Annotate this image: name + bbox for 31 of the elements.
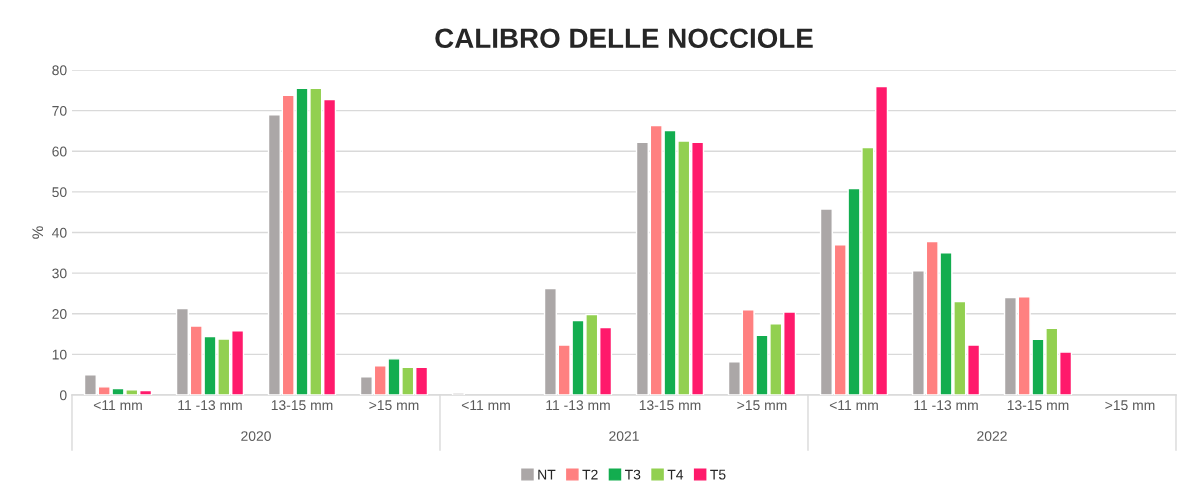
x-tick-label: 13-15 mm bbox=[639, 400, 701, 411]
y-tick-label: 60 bbox=[52, 146, 67, 157]
x-tick-label: 11 -13 mm bbox=[178, 400, 242, 411]
text: 2022 bbox=[977, 431, 1007, 441]
x-tick-label: >15 mm bbox=[369, 400, 419, 411]
y-tick-label: 40 bbox=[52, 227, 67, 238]
x-tick-label: <11 mm bbox=[829, 400, 878, 410]
x-tick-label: 13-15 mm bbox=[1007, 400, 1069, 411]
x-tick-label: <11 mm bbox=[461, 400, 510, 410]
text: 2021 bbox=[609, 431, 639, 441]
x-tick-label: 11 -13 mm bbox=[914, 400, 978, 411]
x-tick-label: >15 mm bbox=[737, 400, 787, 411]
x-tick-label: 13-15 mm bbox=[271, 400, 333, 411]
y-tick-label: 20 bbox=[52, 309, 67, 319]
y-tick-label: 70 bbox=[52, 105, 67, 116]
legend-label: T4 bbox=[667, 469, 684, 480]
legend-label: NT bbox=[538, 469, 556, 480]
chart-title: CALIBRO DELLE NOCCIOLE bbox=[435, 28, 813, 49]
y-tick-label: 10 bbox=[52, 349, 67, 360]
y-tick-label: 80 bbox=[52, 65, 67, 76]
legend-label: T2 bbox=[582, 469, 598, 480]
x-tick-label: 11 -13 mm bbox=[546, 400, 610, 411]
text: 2020 bbox=[241, 431, 271, 441]
x-tick-label: >15 mm bbox=[1105, 400, 1155, 411]
y-axis-title: % bbox=[32, 226, 44, 239]
legend-label: T3 bbox=[625, 469, 641, 480]
y-tick-label: 30 bbox=[52, 268, 67, 279]
x-tick-label: <11 mm bbox=[93, 400, 142, 410]
y-tick-label: 50 bbox=[52, 187, 67, 198]
y-tick-label: 0 bbox=[59, 390, 67, 401]
legend-label: T5 bbox=[710, 469, 726, 480]
